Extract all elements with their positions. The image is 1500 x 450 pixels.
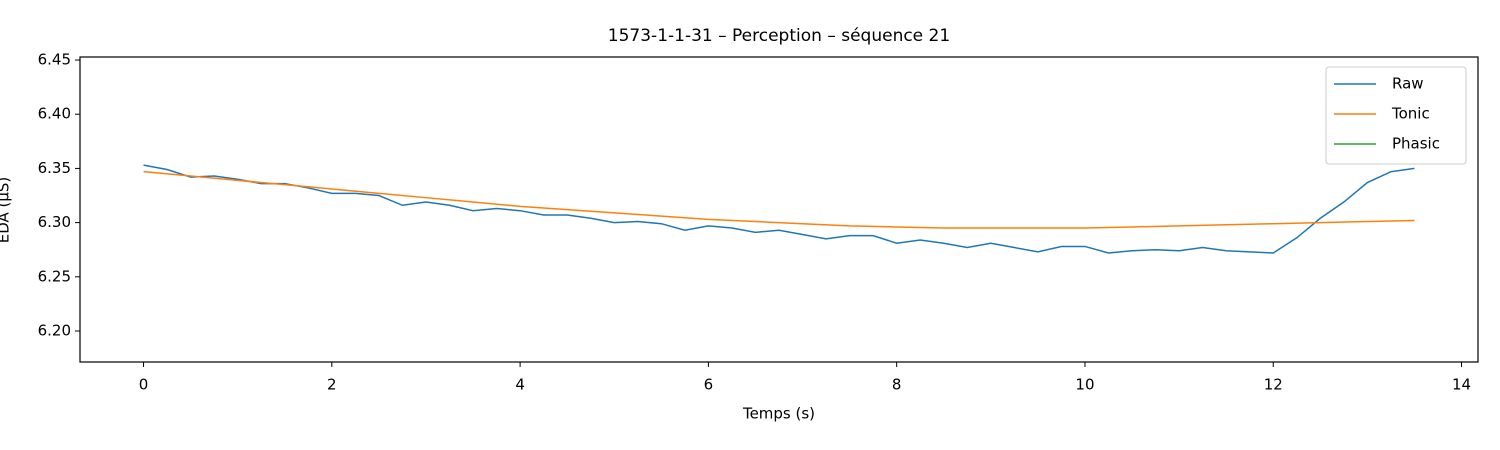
y-tick-label: 6.35 (38, 159, 71, 177)
x-tick-label: 14 (1452, 376, 1471, 394)
axes-frame (79, 56, 1479, 363)
chart-title: 1573-1-1-31 – Perception – séquence 21 (608, 26, 950, 46)
legend-label: Tonic (1391, 105, 1430, 123)
x-axis-label: Temps (s) (742, 405, 815, 423)
y-tick-label: 6.30 (38, 213, 71, 231)
legend-box (1325, 66, 1467, 165)
plot-lines (143, 164, 1415, 254)
y-tick-label: 6.20 (38, 322, 71, 340)
y-tick-label: 6.45 (38, 51, 71, 69)
y-axis-label: EDA (µS) (0, 177, 13, 244)
series-line (143, 164, 1415, 254)
legend-label: Phasic (1392, 135, 1440, 153)
y-tick-label: 6.40 (38, 105, 71, 123)
x-tick-label: 10 (1075, 376, 1094, 394)
series-line (143, 170, 1415, 229)
x-tick-label: 0 (139, 376, 149, 394)
x-tick-label: 8 (892, 376, 902, 394)
legend-label: Raw (1392, 75, 1424, 93)
x-tick-label: 4 (515, 376, 525, 394)
x-tick-label: 6 (704, 376, 714, 394)
x-tick-label: 2 (327, 376, 337, 394)
x-tick-label: 12 (1264, 376, 1283, 394)
y-tick-label: 6.25 (38, 267, 71, 285)
